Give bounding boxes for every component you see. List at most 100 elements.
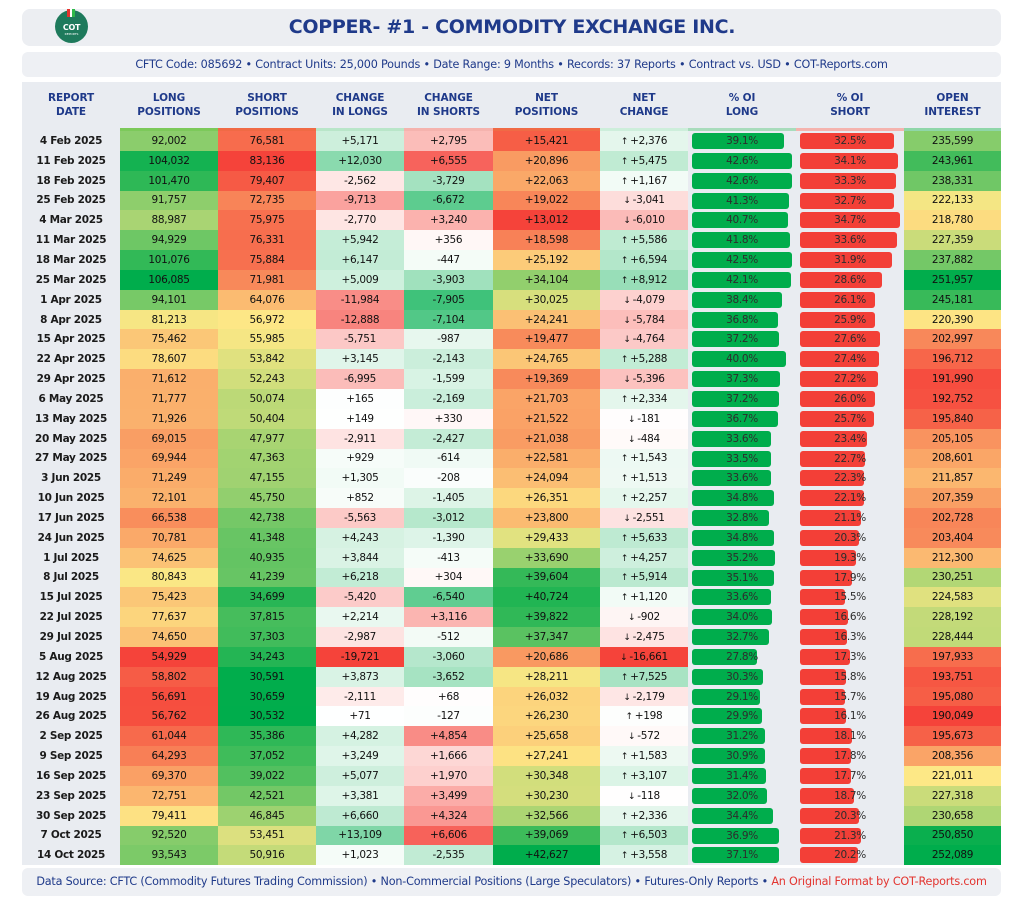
cell-chg-short: -1,405 [404, 488, 493, 509]
column-header-oi[interactable]: OPEN INTEREST [904, 82, 1001, 131]
cell-chg-short: -208 [404, 468, 493, 489]
arrow-down-icon: ↓ [623, 513, 631, 524]
cell-pct-long: 30.9% [688, 746, 796, 766]
cell-pct-long: 33.6% [688, 428, 796, 449]
cell-net: +33,690 [493, 547, 600, 568]
net-change-value: +5,914 [630, 571, 668, 584]
cell-net-chg: ↑ +5,633 [600, 527, 688, 548]
arrow-up-icon: ↑ [620, 156, 629, 167]
cell-long: 61,044 [120, 726, 218, 747]
oi-percent-label: 21.1% [834, 512, 866, 525]
cell-net: +26,032 [493, 686, 600, 707]
cell-date: 18 Feb 2025 [22, 170, 120, 191]
net-change-value: -2,179 [632, 690, 665, 703]
cell-net-chg: ↓ -3,041 [600, 190, 688, 211]
header-line-1: CHANGE [335, 92, 385, 104]
column-header-chg-long[interactable]: CHANGE IN LONGS [316, 82, 404, 131]
oi-long-bar [692, 807, 773, 824]
net-change-value: +5,633 [630, 531, 668, 544]
arrow-down-icon: ↓ [628, 434, 636, 445]
cell-date: 4 Feb 2025 [22, 129, 120, 151]
cell-oi: 228,444 [904, 627, 1001, 647]
oi-long-bar [692, 311, 778, 328]
oi-long-bar [692, 688, 760, 705]
header-line-1: NET [535, 92, 558, 104]
cell-date: 9 Sep 2025 [22, 746, 120, 766]
cell-pct-short: 20.3% [796, 805, 904, 826]
cell-oi: 195,080 [904, 686, 1001, 707]
cell-chg-short: +1,666 [404, 746, 493, 766]
cell-date: 29 Apr 2025 [22, 369, 120, 389]
cell-chg-short: +3,116 [404, 607, 493, 628]
cell-chg-short: -512 [404, 627, 493, 647]
table-row: 3 Jun 2025 71,249 47,155 +1,305 -208 +24,094 ↑… [22, 468, 1001, 489]
column-header-net-chg[interactable]: NET CHANGE [600, 82, 688, 131]
cell-long: 66,538 [120, 508, 218, 528]
table-row: 4 Mar 2025 88,987 75,975 -2,770 +3,240 +13,01… [22, 210, 1001, 231]
cell-net: +26,351 [493, 488, 600, 509]
arrow-up-icon: ↑ [620, 394, 629, 405]
net-change-value: +1,583 [630, 750, 668, 763]
arrow-up-icon: ↑ [620, 494, 629, 505]
cell-chg-long: -6,995 [316, 369, 404, 389]
column-header-short[interactable]: SHORT POSITIONS [218, 82, 316, 131]
logo-text: COT [62, 22, 81, 32]
table-row: 5 Aug 2025 54,929 34,243 -19,721 -3,060 +20,6… [22, 646, 1001, 667]
column-header-pct-long[interactable]: % OI LONG [688, 82, 796, 131]
net-change-value: -118 [637, 789, 660, 802]
cell-pct-short: 26.1% [796, 289, 904, 310]
cell-chg-long: +4,243 [316, 527, 404, 548]
cell-chg-short: -614 [404, 448, 493, 469]
cell-long: 56,691 [120, 686, 218, 707]
cell-short: 79,407 [218, 170, 316, 191]
oi-percent-label: 34.8% [726, 531, 758, 544]
oi-short-bar [800, 510, 861, 527]
table-row: 6 May 2025 71,777 50,074 +165 -2,169 +21,703 ↑… [22, 388, 1001, 409]
cell-chg-short: -1,390 [404, 527, 493, 548]
oi-percent-label: 17.8% [834, 750, 866, 763]
cell-pct-short: 33.6% [796, 230, 904, 251]
cell-net: +24,765 [493, 349, 600, 370]
cell-chg-long: +6,147 [316, 250, 404, 270]
oi-percent-label: 33.6% [726, 591, 758, 604]
oi-percent-label: 31.4% [726, 770, 758, 782]
cell-net: +26,230 [493, 706, 600, 727]
net-change-value: -6,010 [632, 214, 665, 227]
cell-chg-short: -6,540 [404, 587, 493, 608]
oi-percent-label: 16.1% [834, 710, 866, 723]
cell-oi: 221,011 [904, 766, 1001, 786]
column-header-date[interactable]: REPORT DATE [22, 82, 120, 130]
cell-net-chg: ↓ -118 [600, 785, 688, 806]
oi-percent-label: 15.7% [834, 690, 866, 703]
column-header-net[interactable]: NET POSITIONS [493, 82, 600, 131]
oi-short-bar [800, 152, 898, 169]
cell-pct-long: 35.2% [688, 547, 796, 568]
column-header-chg-short[interactable]: CHANGE IN SHORTS [404, 82, 493, 131]
table-body: 4 Feb 2025 92,002 76,581 +5,171 +2,795 +15,42… [22, 129, 1001, 866]
cell-chg-long: -2,562 [316, 170, 404, 191]
cell-chg-long: -2,111 [316, 686, 404, 707]
oi-percent-label: 33.6% [834, 234, 866, 247]
column-header-long[interactable]: LONG POSITIONS [120, 82, 218, 131]
cell-net: +21,522 [493, 408, 600, 429]
cell-oi: 192,752 [904, 388, 1001, 409]
oi-percent-label: 30.3% [726, 670, 758, 683]
cell-chg-long: +6,218 [316, 567, 404, 588]
oi-percent-label: 27.6% [834, 333, 866, 346]
cell-date: 1 Jul 2025 [22, 547, 120, 568]
cell-pct-short: 34.1% [796, 150, 904, 171]
oi-percent-label: 27.2% [834, 373, 866, 386]
table-header-row: REPORT DATE LONG POSITIONS SHORT POSITIONS CHA… [22, 82, 1001, 131]
cell-pct-long: 41.3% [688, 190, 796, 211]
column-header-pct-short[interactable]: % OI SHORT [796, 82, 904, 131]
cell-chg-short: -3,652 [404, 666, 493, 687]
oi-short-bar [800, 648, 850, 665]
oi-short-bar [800, 232, 897, 249]
footer-brand: An Original Format by COT-Reports.com [771, 875, 987, 888]
net-change-value: +3,558 [630, 849, 668, 862]
table-row: 30 Sep 2025 79,411 46,845 +6,660 +4,324 +32,5… [22, 805, 1001, 826]
arrow-down-icon: ↓ [623, 315, 631, 326]
header-line-1: OPEN [936, 92, 969, 104]
oi-percent-label: 27.4% [834, 353, 866, 366]
cell-pct-short: 21.3% [796, 825, 904, 846]
